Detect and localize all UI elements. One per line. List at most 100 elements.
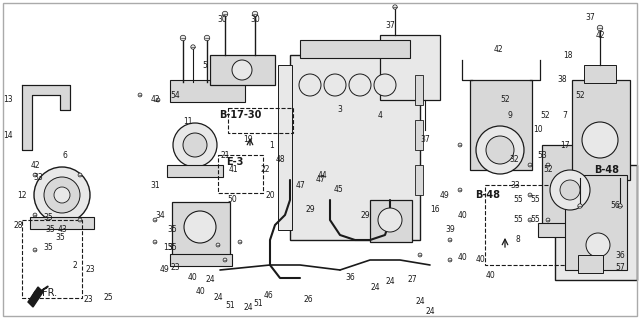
Text: 40: 40 [457,211,467,219]
Bar [415,165,423,195]
Text: 17: 17 [560,140,570,150]
Bar [370,200,412,242]
Circle shape [78,173,82,177]
Text: 42: 42 [150,95,160,105]
Circle shape [582,122,618,158]
Text: 6: 6 [63,151,67,160]
Text: 35: 35 [167,226,177,234]
Circle shape [153,240,157,244]
Bar [485,185,570,265]
Bar [542,145,600,225]
Circle shape [418,253,422,257]
Text: 24: 24 [213,293,223,302]
Circle shape [156,98,160,102]
Bar [415,120,423,150]
Text: 55: 55 [530,196,540,204]
Bar [555,165,637,280]
Circle shape [191,45,195,49]
Text: 42: 42 [493,46,503,55]
Circle shape [486,136,514,164]
Text: 40: 40 [195,287,205,296]
Bar [172,202,230,257]
Circle shape [184,211,216,243]
Text: 47: 47 [315,175,325,184]
Text: E-3: E-3 [227,157,244,167]
Text: 51: 51 [225,301,235,310]
Text: 10: 10 [533,125,543,135]
Circle shape [374,74,396,96]
Text: 30: 30 [250,16,260,25]
Circle shape [54,187,70,203]
Text: 2: 2 [72,261,77,270]
Text: 24: 24 [415,298,425,307]
Circle shape [232,60,252,80]
Text: 29: 29 [305,205,315,214]
Bar [278,65,292,230]
Bar [470,80,532,170]
Text: 44: 44 [317,170,327,180]
Circle shape [34,167,90,223]
Text: 40: 40 [187,272,197,281]
Bar [170,254,232,266]
Circle shape [550,170,590,210]
Text: 41: 41 [228,166,238,174]
Text: 3: 3 [337,106,342,115]
Text: 38: 38 [557,76,567,85]
Text: 23: 23 [85,265,95,275]
Circle shape [448,238,452,242]
Bar [22,220,82,298]
Text: 55: 55 [513,196,523,204]
Text: 49: 49 [440,190,450,199]
Circle shape [222,11,228,17]
Text: 24: 24 [425,308,435,316]
Text: 40: 40 [457,254,467,263]
Circle shape [618,204,622,208]
Bar [572,80,630,180]
Text: 35: 35 [167,243,177,253]
Text: 51: 51 [253,300,263,308]
Bar [584,65,616,83]
Text: 9: 9 [508,110,513,120]
Circle shape [180,35,186,41]
Text: 36: 36 [615,250,625,259]
Text: FR.: FR. [42,288,58,298]
Text: 8: 8 [516,235,520,244]
Text: 33: 33 [33,174,43,182]
Text: 24: 24 [205,276,215,285]
Circle shape [546,218,550,222]
Text: 39: 39 [445,226,455,234]
Text: 19: 19 [243,136,253,145]
Text: 31: 31 [150,181,160,189]
Bar [228,108,293,133]
Text: 37: 37 [385,20,395,29]
Text: B-48: B-48 [595,165,620,175]
Bar [538,223,604,237]
Text: 16: 16 [430,205,440,214]
Circle shape [586,233,610,257]
Circle shape [528,193,532,197]
Text: 34: 34 [155,211,165,219]
Circle shape [33,248,37,252]
Circle shape [33,213,37,217]
Polygon shape [22,85,70,150]
Text: 33: 33 [510,181,520,189]
Text: 52: 52 [500,95,510,105]
Bar [218,155,263,193]
Text: 37: 37 [585,12,595,21]
Text: 7: 7 [563,110,568,120]
Text: 52: 52 [575,91,585,100]
Text: 52: 52 [540,110,550,120]
Text: B-48: B-48 [476,190,500,200]
Bar [30,217,94,229]
Text: 35: 35 [45,226,55,234]
Circle shape [78,218,82,222]
Text: 18: 18 [563,50,573,60]
Text: 26: 26 [303,295,313,305]
Text: 29: 29 [360,211,370,219]
Circle shape [597,25,603,31]
Text: B-17-30: B-17-30 [219,110,261,120]
Text: 35: 35 [43,213,53,222]
Text: 15: 15 [163,243,173,253]
Circle shape [238,240,242,244]
Text: 52: 52 [543,166,553,174]
